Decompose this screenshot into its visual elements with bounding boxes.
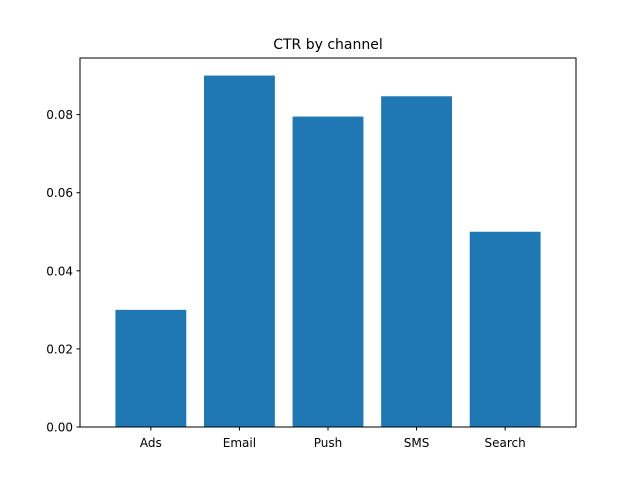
x-tick-label: Ads [140, 436, 162, 450]
y-tick-label: 0.04 [46, 264, 73, 278]
bar-email [204, 75, 275, 428]
x-tick-label: Push [314, 436, 343, 450]
x-axis: Ads Email Push SMS Search [140, 427, 526, 450]
x-tick-label: Search [485, 436, 526, 450]
x-tick-label: Email [223, 436, 256, 450]
bar-sms [381, 96, 452, 428]
bar-ads [115, 309, 187, 427]
bar-push [292, 116, 364, 428]
y-tick-label: 0.00 [46, 421, 73, 435]
y-tick-label: 0.02 [46, 342, 73, 356]
y-axis: 0.00 0.02 0.04 0.06 0.08 [46, 108, 80, 435]
plot-frame [79, 57, 577, 428]
bar-search [469, 231, 541, 427]
y-tick-label: 0.08 [46, 108, 73, 122]
bars-layer [115, 75, 541, 428]
chart-title: CTR by channel [273, 37, 383, 53]
x-tick-label: SMS [404, 436, 430, 450]
y-tick-label: 0.06 [46, 186, 73, 200]
